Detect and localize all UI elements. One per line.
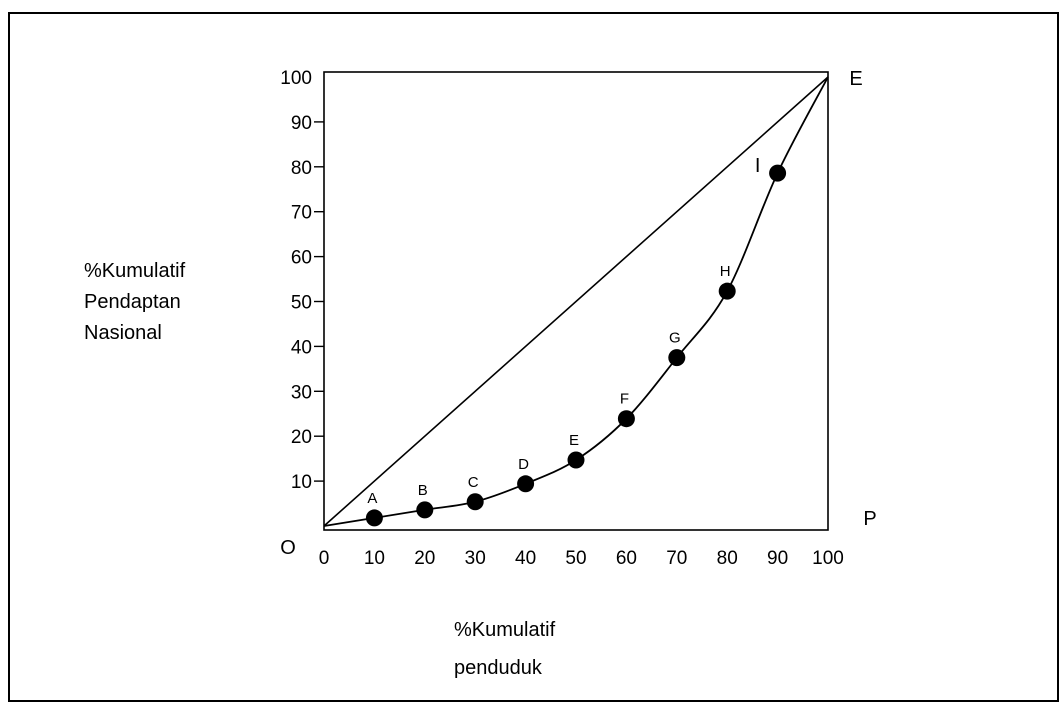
x-tick-label-30: 30 xyxy=(465,548,486,569)
x-axis-label-line-2: penduduk xyxy=(454,657,542,679)
point-label-E: E xyxy=(569,432,579,449)
x-tick-label-50: 50 xyxy=(565,548,586,569)
y-tick-label-90: 90 xyxy=(291,113,312,134)
x-axis-label: %Kumulatif penduduk xyxy=(454,611,555,687)
y-tick-label-80: 80 xyxy=(291,158,312,179)
x-tick-label-90: 90 xyxy=(767,548,788,569)
point-label-B: B xyxy=(418,482,428,499)
corner-label-P: P xyxy=(863,508,876,530)
data-point-H xyxy=(718,282,736,300)
x-tick-label-60: 60 xyxy=(616,548,637,569)
y-axis-label-line-1: %Kumulatif xyxy=(84,260,186,282)
data-point-D xyxy=(517,475,535,493)
x-tick-label-0: 0 xyxy=(319,548,330,569)
x-tick-label-70: 70 xyxy=(666,548,687,569)
y-tick-label-40: 40 xyxy=(291,337,312,358)
x-tick-label-10: 10 xyxy=(364,548,385,569)
y-tick-label-60: 60 xyxy=(291,248,312,269)
point-label-C: C xyxy=(468,474,479,491)
origin-label-O: O xyxy=(280,537,296,559)
point-label-G: G xyxy=(669,330,681,347)
data-point-A xyxy=(365,509,383,527)
y-axis-label-line-2: Pendaptan xyxy=(84,291,181,313)
corner-label-E: E xyxy=(849,68,862,90)
y-tick-label-50: 50 xyxy=(291,293,312,314)
y-axis-label-line-3: Nasional xyxy=(84,322,162,344)
y-tick-label-70: 70 xyxy=(291,203,312,224)
data-point-I xyxy=(769,164,787,182)
y-tick-label-10: 10 xyxy=(291,472,312,493)
data-point-B xyxy=(416,501,434,519)
y-tick-label-30: 30 xyxy=(291,382,312,403)
y-tick-label-100: 100 xyxy=(280,68,312,89)
point-label-A: A xyxy=(367,490,377,507)
x-tick-label-100: 100 xyxy=(812,548,844,569)
point-label-H: H xyxy=(720,263,731,280)
data-point-G xyxy=(668,349,686,367)
data-point-F xyxy=(617,410,635,428)
data-point-C xyxy=(466,493,484,511)
data-point-E xyxy=(567,451,585,469)
x-tick-label-40: 40 xyxy=(515,548,536,569)
x-tick-label-20: 20 xyxy=(414,548,435,569)
point-label-D: D xyxy=(518,456,529,473)
x-tick-label-80: 80 xyxy=(717,548,738,569)
x-axis-label-line-1: %Kumulatif xyxy=(454,619,556,641)
point-label-F: F xyxy=(620,391,629,408)
equality-line xyxy=(323,76,829,527)
y-axis-label: %Kumulatif Pendaptan Nasional xyxy=(84,256,185,349)
figure-frame xyxy=(8,12,1059,702)
y-tick-label-20: 20 xyxy=(291,427,312,448)
point-label-I: I xyxy=(755,155,761,177)
